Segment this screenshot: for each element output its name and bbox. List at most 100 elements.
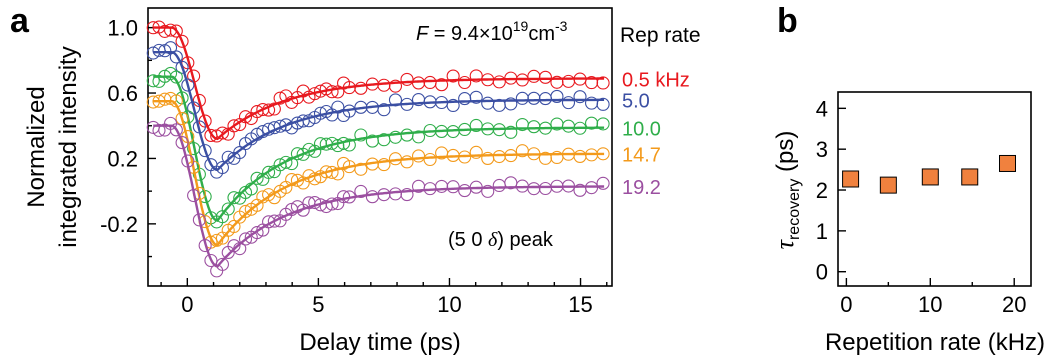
tau-subscript: recovery (786, 179, 803, 240)
data-point (411, 76, 426, 90)
fit-line (153, 26, 605, 141)
tau-data-point (921, 168, 939, 186)
series-14-7 (146, 91, 610, 249)
data-point (221, 202, 235, 216)
legend-title: Rep rate (620, 24, 701, 47)
panel-a-y-axis-label-line1: Normalized (23, 86, 50, 207)
panel-a-x-axis-label: Delay time (ps) (299, 329, 460, 356)
panel-b-y-tick-label: 0 (816, 260, 828, 285)
data-point (561, 96, 576, 110)
data-point (423, 152, 437, 167)
fluence-unit: cm (528, 23, 555, 45)
panel-b-y-axis-label: τrecovery (ps) (770, 131, 803, 250)
data-point (262, 165, 276, 179)
data-point (152, 123, 166, 137)
data-point (504, 125, 518, 139)
data-point (492, 149, 506, 164)
tau-unit: (ps) (772, 131, 799, 179)
data-point (238, 110, 253, 124)
data-point (400, 128, 414, 142)
panel-a-x-tick-label: 10 (437, 292, 461, 317)
data-point (238, 232, 253, 246)
data-point (527, 120, 541, 134)
data-point (596, 117, 610, 131)
panel-b-label: b (777, 2, 798, 40)
data-point (175, 136, 189, 150)
panel-b-y-tick-label: 4 (816, 96, 828, 121)
panel-a-ticks: 0 5 10 15 1.0 0.6 0.2 -0.2 (100, 16, 608, 317)
data-point (250, 171, 264, 185)
data-point (163, 91, 178, 105)
panel-a-x-tick-label: 15 (568, 292, 592, 317)
legend-entry: 19.2 (622, 177, 661, 199)
panel-b-y-tick-label: 3 (816, 137, 828, 162)
panel-b-marks (842, 154, 1017, 194)
data-point (481, 96, 495, 110)
fluence-value: = 9.4×10 (428, 23, 513, 45)
panel-b-plot-frame (837, 91, 1032, 287)
data-point (227, 219, 241, 234)
data-point (221, 150, 235, 164)
data-point (169, 50, 183, 64)
data-point (469, 69, 483, 83)
data-point (331, 167, 345, 181)
panel-a-y-tick-label: 0.2 (107, 146, 138, 171)
data-point (169, 24, 183, 38)
panel-a-plot-frame (147, 7, 613, 287)
data-point (596, 176, 610, 190)
fit-line (153, 100, 605, 247)
data-point (204, 253, 218, 268)
tau-symbol: τ (770, 238, 799, 249)
tau-data-point (842, 170, 860, 188)
data-point (238, 204, 253, 219)
data-point (515, 91, 529, 105)
data-point (400, 155, 414, 169)
fluence-unit-exponent: -3 (555, 18, 568, 34)
data-point (175, 111, 189, 126)
data-point (527, 69, 541, 83)
data-point (175, 60, 189, 74)
fluence-symbol: F (416, 23, 430, 45)
panel-b-x-axis-label: Repetition rate (kHz) (825, 329, 1045, 356)
panel-a-y-tick-label: -0.2 (100, 212, 138, 237)
data-point (458, 184, 472, 198)
legend-entry: 0.5 kHz (622, 69, 690, 91)
data-point (446, 98, 460, 113)
data-point (596, 97, 610, 111)
panel-b-x-tick-label: 10 (918, 292, 942, 317)
data-point (492, 75, 506, 89)
data-point (388, 187, 403, 201)
data-point (573, 90, 587, 104)
panel-b-y-tick-label: 1 (816, 219, 828, 244)
data-point (163, 41, 178, 55)
data-point (354, 184, 368, 199)
data-point (250, 226, 264, 240)
panel-a-x-tick-label: 0 (181, 292, 193, 317)
panel-a: a 0 5 10 15 1.0 0.6 0.2 -0.2 Delay time (ps) No… (10, 2, 701, 356)
data-point (377, 103, 391, 117)
data-point (538, 92, 552, 106)
panel-a-x-tick-label: 5 (312, 292, 324, 317)
data-point (400, 188, 414, 202)
data-point (527, 91, 541, 105)
legend-entry: 10.0 (622, 118, 661, 140)
data-point (538, 70, 552, 84)
tau-data-point (879, 176, 897, 194)
fluence-annotation: F = 9.4×1019cm-3 (416, 18, 568, 45)
legend-entry: 14.7 (622, 145, 661, 167)
data-point (388, 79, 403, 93)
data-point (458, 75, 472, 90)
panel-a-y-tick-label: 1.0 (107, 16, 138, 41)
panel-a-label: a (10, 2, 30, 40)
data-point (446, 180, 460, 194)
legend-entry: 5.0 (622, 91, 650, 113)
data-point (365, 190, 379, 204)
data-point (423, 75, 437, 90)
data-point (210, 233, 224, 247)
data-point (354, 128, 368, 142)
data-point (504, 97, 518, 111)
panel-b-ticks: 0 10 20 0 1 2 3 4 (816, 96, 1027, 317)
panel-a-y-axis-label-line2: integrated intensity (55, 46, 82, 247)
